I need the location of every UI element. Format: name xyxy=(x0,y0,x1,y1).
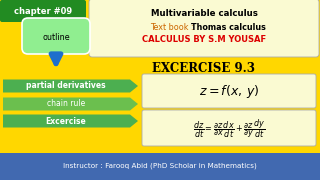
Text: $\dfrac{dz}{dt} = \dfrac{\partial z}{\partial x}\dfrac{dx}{dt} + \dfrac{\partial: $\dfrac{dz}{dt} = \dfrac{\partial z}{\pa… xyxy=(193,118,265,140)
Text: Thomas calculus: Thomas calculus xyxy=(191,22,266,32)
Polygon shape xyxy=(3,114,138,127)
Polygon shape xyxy=(3,80,138,93)
Text: outline: outline xyxy=(42,33,70,42)
Text: chain rule: chain rule xyxy=(47,100,85,109)
FancyBboxPatch shape xyxy=(22,18,90,54)
Polygon shape xyxy=(3,98,138,111)
Text: Excercise: Excercise xyxy=(46,116,86,125)
FancyBboxPatch shape xyxy=(0,153,320,180)
FancyBboxPatch shape xyxy=(89,0,319,57)
Text: Text book :: Text book : xyxy=(150,22,196,32)
FancyBboxPatch shape xyxy=(142,74,316,108)
Text: CALCULUS BY S.M YOUSAF: CALCULUS BY S.M YOUSAF xyxy=(142,35,266,44)
FancyBboxPatch shape xyxy=(142,110,316,146)
Text: partial derivatives: partial derivatives xyxy=(26,82,106,91)
Text: Multivariable calculus: Multivariable calculus xyxy=(151,10,257,19)
Text: chapter #09: chapter #09 xyxy=(14,8,72,17)
Text: EXCERCISE 9.3: EXCERCISE 9.3 xyxy=(153,62,255,75)
FancyBboxPatch shape xyxy=(0,0,86,22)
Text: $z = f(x,\, y)$: $z = f(x,\, y)$ xyxy=(199,84,259,100)
Text: Instructor : Farooq Abid (PhD Scholar in Mathematics): Instructor : Farooq Abid (PhD Scholar in… xyxy=(63,163,257,169)
